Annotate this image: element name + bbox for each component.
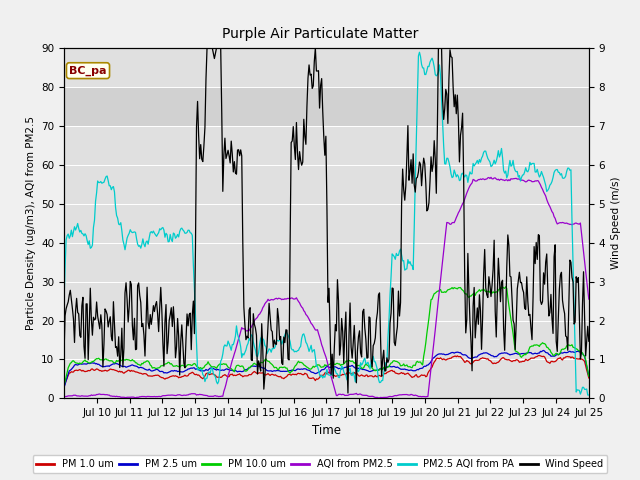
Y-axis label: Particle Density (ug/m3), AQI from PM2.5: Particle Density (ug/m3), AQI from PM2.5 xyxy=(26,116,36,330)
Bar xyxy=(64,87,589,126)
Text: Purple Air Particulate Matter: Purple Air Particulate Matter xyxy=(222,26,418,41)
Text: BC_pa: BC_pa xyxy=(69,66,107,76)
X-axis label: Time: Time xyxy=(312,424,341,437)
Legend: PM 1.0 um, PM 2.5 um, PM 10.0 um, AQI from PM2.5, PM2.5 AQI from PA, Wind Speed: PM 1.0 um, PM 2.5 um, PM 10.0 um, AQI fr… xyxy=(33,456,607,473)
Y-axis label: Wind Speed (m/s): Wind Speed (m/s) xyxy=(611,177,621,269)
